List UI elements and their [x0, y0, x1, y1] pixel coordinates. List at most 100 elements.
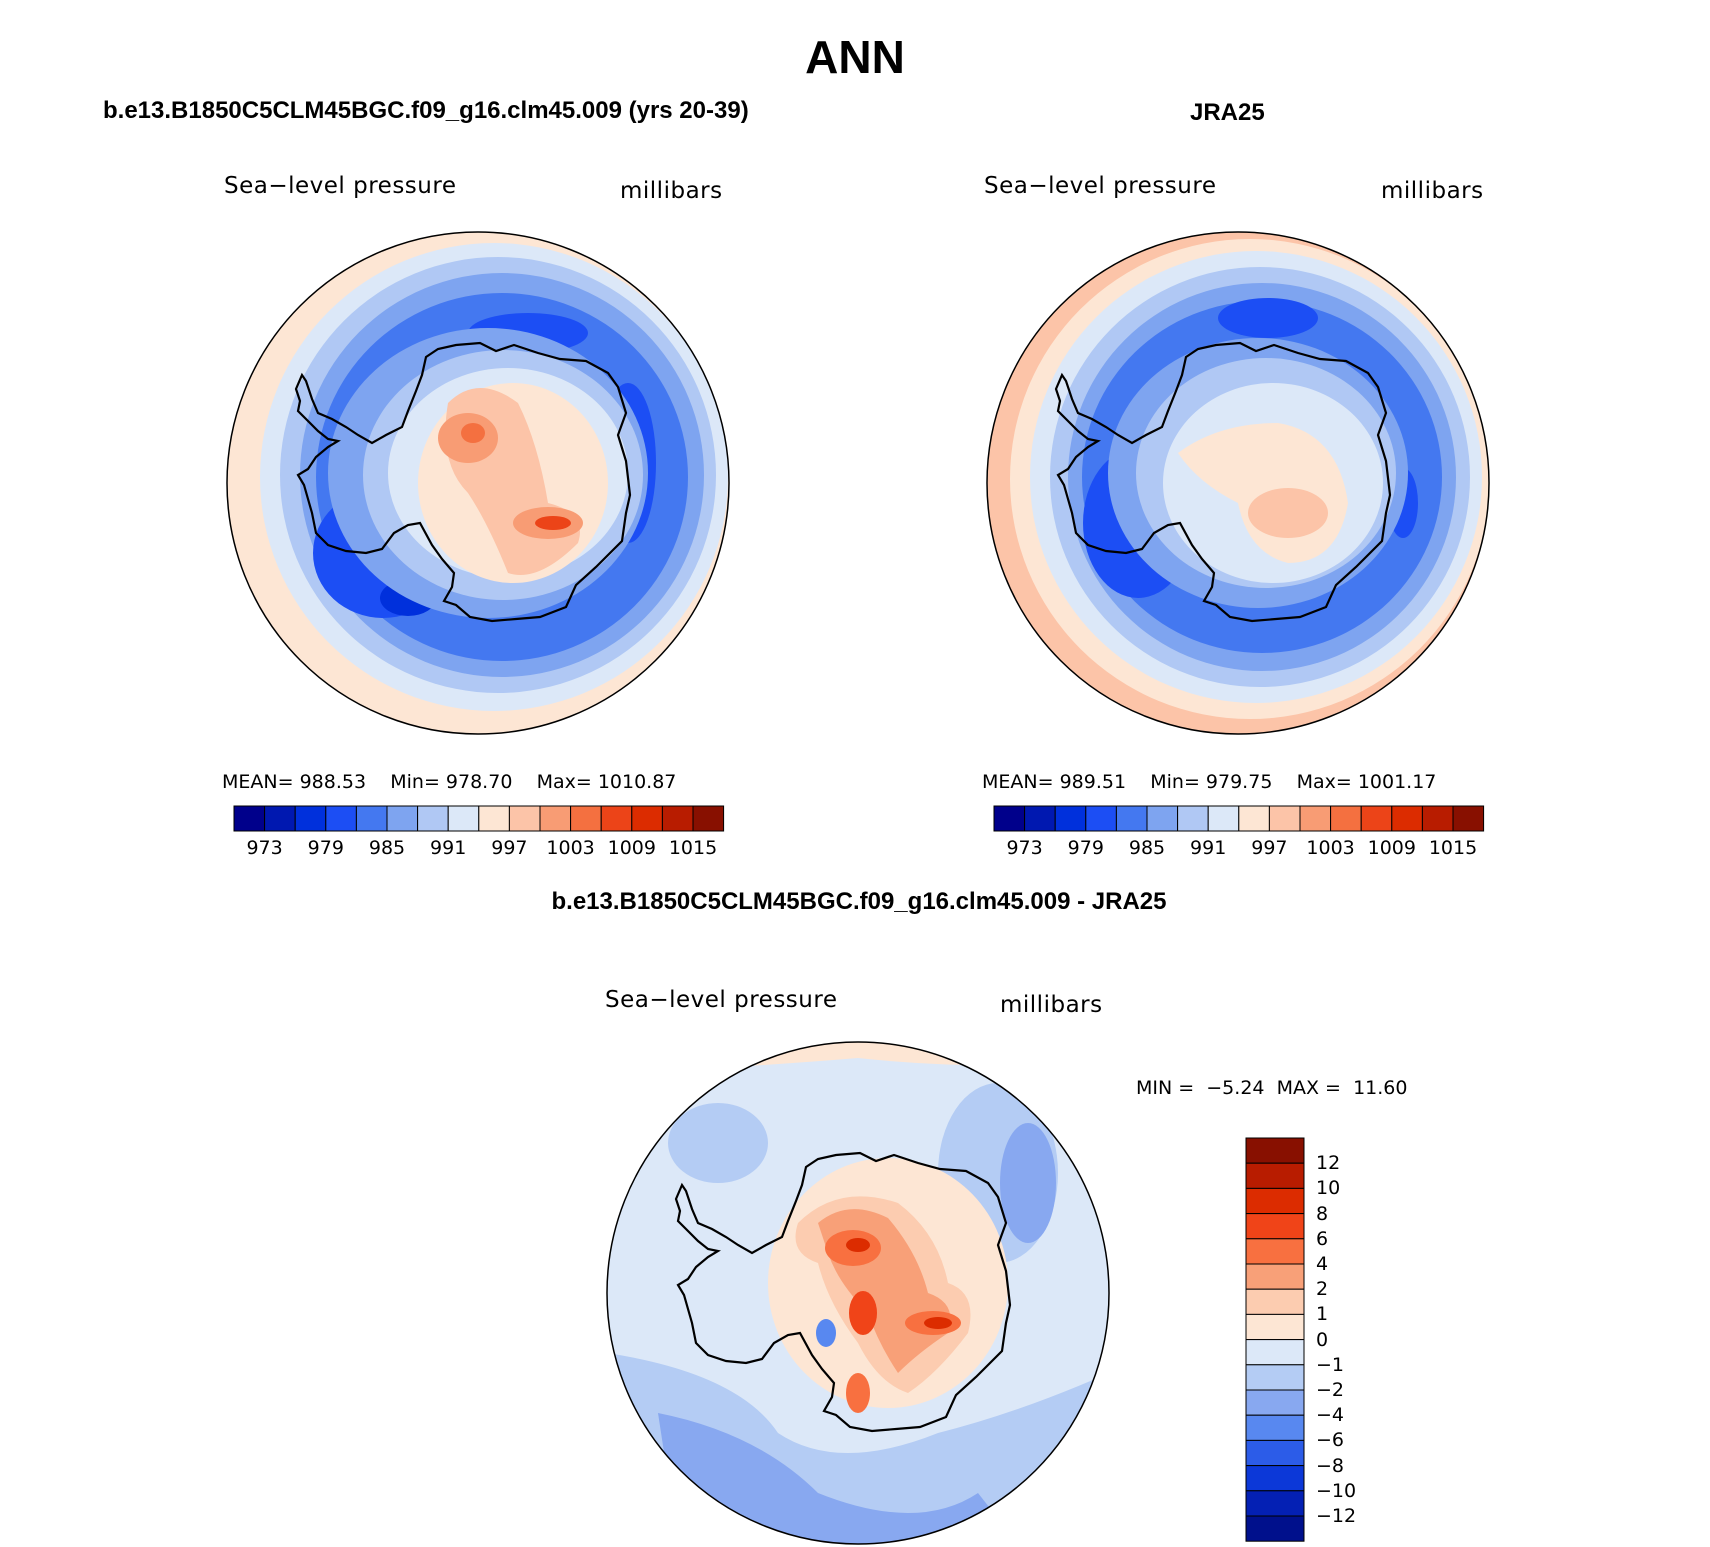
panel-2-colorbar-swatch-10: [1299, 805, 1332, 832]
diff-colorbar: [1245, 1137, 1305, 1542]
diff-colorbar-tick-label: −12: [1316, 1505, 1357, 1527]
panel-2-min-label: Min=: [1150, 771, 1200, 793]
panel-2-max: 1001.17: [1357, 771, 1437, 793]
panel-1-colorbar: [233, 805, 725, 832]
panel-1-colorbar-tick-label: 991: [430, 837, 467, 859]
diff-colorbar-swatch-8: [1245, 1339, 1305, 1366]
panel-2-mean-label: MEAN=: [982, 771, 1054, 793]
diff-colorbar-swatch-0: [1245, 1137, 1305, 1164]
diff-low-inlet: [816, 1319, 836, 1347]
diff-colorbar-tick-label: 6: [1316, 1227, 1329, 1250]
panel-2-colorbar-swatch-1: [1024, 805, 1056, 832]
diff-colorbar-tick-label: 8: [1316, 1202, 1329, 1225]
diff-south-minus2: [658, 1413, 1018, 1544]
diff-colorbar-tick-label: −8: [1316, 1454, 1345, 1477]
panel-2-colorbar-swatch-6: [1177, 805, 1209, 832]
main-title: ANN: [805, 31, 905, 83]
diff-colorbar-swatch-14: [1245, 1490, 1305, 1517]
panel-2-mean: 989.51: [1059, 771, 1127, 793]
panel-1-colorbar-swatch-14: [661, 805, 694, 832]
diff-units: millibars: [1000, 992, 1103, 1018]
panel-2-colorbar-swatch-9: [1268, 805, 1301, 832]
diff-min: −5.24: [1206, 1077, 1265, 1099]
panel-1-colorbar-swatch-11: [570, 805, 602, 832]
panel-2-colorbar-swatch-2: [1054, 805, 1087, 832]
diff-panel-title-text: b.e13.B1850C5CLM45BGC.f09_g16.clm45.009 …: [551, 888, 1167, 915]
diff-high-center: [849, 1291, 877, 1335]
panel-2-max-label: Max=: [1296, 771, 1352, 793]
panel-2-colorbar-tick-label: 991: [1190, 837, 1227, 859]
diff-colorbar-tick-label: 2: [1316, 1278, 1329, 1301]
panel-1-colorbar-tick-label: 1003: [546, 837, 595, 859]
panel-1-colorbar-swatch-13: [631, 805, 663, 832]
diff-variable: Sea−level pressure: [605, 987, 838, 1013]
panel-2-map: [987, 232, 1489, 734]
panel-2-plateau-1000: [1248, 488, 1328, 538]
panel-2-colorbar-tick-label: 1009: [1367, 837, 1416, 859]
panel-1-colorbar-tick-label: 985: [368, 837, 406, 859]
panel-1-colorbar-swatch-12: [600, 805, 633, 832]
panel-1-colorbar-swatch-5: [386, 805, 419, 832]
panel-2-colorbar-swatch-11: [1330, 805, 1362, 832]
panel-2-colorbar-tick-label: 985: [1128, 837, 1166, 859]
diff-colorbar-swatch-10: [1245, 1389, 1305, 1416]
diff-max-label: MAX =: [1276, 1077, 1341, 1099]
panel-2-colorbar-tick-label: 1003: [1306, 837, 1355, 859]
panel-2-min: 979.75: [1205, 771, 1273, 793]
panel-2-low-north: [1218, 298, 1318, 338]
panel-1-colorbar-tick-label: 979: [307, 837, 344, 859]
panel-1-mean-label: MEAN=: [222, 771, 294, 793]
diff-colorbar-tick-label: 0: [1316, 1328, 1329, 1351]
panel-2-colorbar-swatch-12: [1360, 805, 1393, 832]
panel-1-max: 1010.87: [597, 771, 677, 793]
diff-colorbar-tick-label: 1: [1316, 1303, 1329, 1326]
panel-1-max-label: Max=: [536, 771, 592, 793]
diff-max: 11.60: [1353, 1077, 1408, 1099]
diff-colorbar-tick-label: 10: [1316, 1177, 1341, 1200]
panel-2-colorbar-swatch-7: [1207, 805, 1240, 832]
panel-1-colorbar-swatch-3: [325, 805, 357, 832]
panel-2-colorbar: [993, 805, 1485, 832]
diff-colorbar-swatch-5: [1245, 1263, 1305, 1290]
panel-1-stats: MEAN= 988.53 Min= 978.70 Max= 1010.87: [222, 771, 676, 793]
diff-min-label: MIN =: [1136, 1077, 1195, 1099]
panel-1-colorbar-swatch-4: [355, 805, 388, 832]
diff-colorbar-tick-label: 4: [1316, 1253, 1329, 1275]
panel-2-colorbar-swatch-13: [1391, 805, 1423, 832]
diff-colorbar-tick-label: −1: [1316, 1353, 1345, 1376]
panel-2-map-border: [986, 231, 1490, 735]
panel-1-map: [227, 232, 729, 734]
panel-1-colorbar-swatch-0: [233, 805, 266, 832]
diff-panel-title: b.e13.B1850C5CLM45BGC.f09_g16.clm45.009 …: [0, 888, 1710, 916]
panel-2-colorbar-swatch-4: [1115, 805, 1148, 832]
diff-colorbar-tick-label: −4: [1316, 1404, 1345, 1427]
diff-high-west-core: [846, 1238, 870, 1252]
panel-1-high-east-core: [535, 516, 571, 530]
diff-colorbar-tick-label: −10: [1316, 1479, 1357, 1502]
diff-colorbar-swatch-2: [1245, 1187, 1305, 1215]
diff-colorbar-swatch-6: [1245, 1288, 1305, 1315]
panel-1-colorbar-tick-label: 1015: [668, 837, 718, 859]
diff-east-minus2: [1000, 1123, 1056, 1243]
panel-1-units: millibars: [620, 178, 723, 204]
diff-colorbar-swatch-4: [1245, 1238, 1305, 1265]
diff-colorbar-swatch-3: [1245, 1213, 1305, 1240]
panel-2-title: JRA25: [1190, 99, 1265, 126]
panel-2-colorbar-swatch-8: [1238, 805, 1270, 832]
diff-colorbar-tick-label: −6: [1316, 1429, 1345, 1452]
panel-2-colorbar-swatch-3: [1085, 805, 1117, 832]
diff-colorbar-swatch-15: [1245, 1515, 1305, 1542]
diff-map-border: [606, 1041, 1110, 1545]
panel-1-min: 978.70: [445, 771, 513, 793]
panel-2-colorbar-tick-label: 979: [1067, 837, 1104, 859]
diff-colorbar-swatch-1: [1245, 1162, 1305, 1189]
diff-high-south: [846, 1373, 870, 1413]
panel-2-colorbar-tick-label: 973: [1006, 837, 1043, 859]
panel-2-colorbar-swatch-5: [1146, 805, 1179, 832]
panel-2-stats: MEAN= 989.51 Min= 979.75 Max= 1001.17: [982, 771, 1436, 793]
panel-1-colorbar-swatch-15: [692, 805, 725, 832]
panel-2-colorbar-tick-label: 997: [1251, 837, 1288, 859]
panel-1-title: b.e13.B1850C5CLM45BGC.f09_g16.clm45.009 …: [103, 97, 749, 124]
diff-map: [607, 1042, 1109, 1544]
